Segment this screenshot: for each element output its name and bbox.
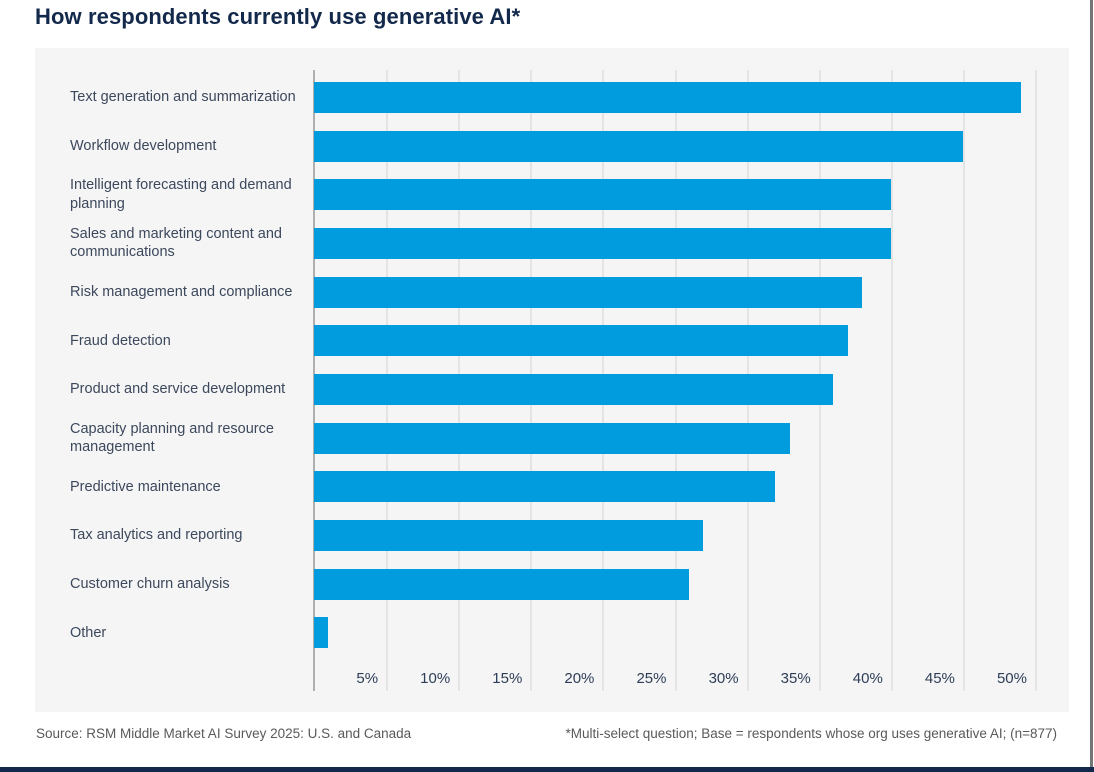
category-label: Fraud detection xyxy=(70,332,171,349)
bar xyxy=(314,568,689,600)
footer: Source: RSM Middle Market AI Survey 2025… xyxy=(36,719,1057,747)
bar-track xyxy=(314,373,1069,405)
category-label: Sales and marketing content and communic… xyxy=(70,225,282,261)
bar xyxy=(314,227,891,259)
x-tick-label: 20% xyxy=(564,670,595,687)
bar-track xyxy=(314,179,1069,211)
bar xyxy=(314,471,776,503)
x-tick-label: 35% xyxy=(780,670,811,687)
gridline xyxy=(1035,70,1037,691)
bar xyxy=(314,325,848,357)
x-tick-label: 50% xyxy=(996,670,1027,687)
bar-row: Fraud detection xyxy=(35,316,1069,365)
bar-row: Tax analytics and reporting xyxy=(35,511,1069,560)
bar-row: Intelligent forecasting and demand plann… xyxy=(35,170,1069,219)
bar xyxy=(314,130,963,162)
x-tick-label: 45% xyxy=(924,670,955,687)
bar-row: Text generation and summarization xyxy=(35,73,1069,122)
bar-row: Product and service development xyxy=(35,365,1069,414)
gridline xyxy=(962,70,965,691)
bar-track xyxy=(314,422,1069,454)
bar xyxy=(314,617,329,649)
bar-track xyxy=(314,276,1069,308)
bar-track xyxy=(314,617,1069,649)
chart-panel: 5% 10% 15% 20% 25% 30% 35% 40% 45% 50% Text gener… xyxy=(35,48,1069,712)
category-label: Product and service development xyxy=(70,381,286,398)
x-tick-label: 5% xyxy=(356,670,379,687)
gridline xyxy=(890,70,893,691)
bar-track xyxy=(314,81,1069,113)
bar-track xyxy=(314,471,1069,503)
footer-source: Source: RSM Middle Market AI Survey 2025… xyxy=(36,725,412,741)
category-label: Customer churn analysis xyxy=(70,575,230,592)
bar-row: Capacity planning and resource managemen… xyxy=(35,414,1069,463)
right-border-rule xyxy=(1090,0,1093,772)
category-label: Intelligent forecasting and demand plann… xyxy=(70,177,292,212)
bar-row: Risk management and compliance xyxy=(35,268,1069,317)
bar xyxy=(314,81,1021,113)
bar-track xyxy=(314,520,1069,552)
bar xyxy=(314,276,862,308)
bar-row: Workflow development xyxy=(35,122,1069,171)
x-tick-label: 15% xyxy=(492,670,523,687)
bottom-border-rule xyxy=(0,767,1094,772)
bar xyxy=(314,179,891,211)
category-label: Workflow development xyxy=(70,137,217,154)
bar xyxy=(314,520,704,552)
category-label: Text generation and summarization xyxy=(70,89,296,106)
x-tick-label: 40% xyxy=(852,670,883,687)
category-label: Capacity planning and resource managemen… xyxy=(70,420,274,456)
category-label: Other xyxy=(70,624,107,641)
bar-track xyxy=(314,325,1069,357)
page-title: How respondents currently use generative… xyxy=(35,4,521,29)
bar xyxy=(314,422,790,454)
bar-row: Other xyxy=(35,609,1069,658)
bar-row: Predictive maintenance xyxy=(35,463,1069,512)
category-label: Risk management and compliance xyxy=(70,283,293,300)
x-tick-label: 10% xyxy=(420,670,451,687)
x-tick-label: 30% xyxy=(708,670,739,687)
bar-track xyxy=(314,227,1069,259)
category-label: Predictive maintenance xyxy=(70,478,221,495)
bar xyxy=(314,373,834,405)
x-tick-label: 25% xyxy=(636,670,667,687)
bar-track xyxy=(314,568,1069,600)
category-label: Tax analytics and reporting xyxy=(70,527,243,544)
bar-rows: Text generation and summarization Workflo… xyxy=(35,73,1069,657)
bar-row: Customer churn analysis xyxy=(35,560,1069,609)
bar-track xyxy=(314,130,1069,162)
footer-note: *Multi-select question; Base = responden… xyxy=(565,725,1057,741)
bar-row: Sales and marketing content and communic… xyxy=(35,219,1069,268)
